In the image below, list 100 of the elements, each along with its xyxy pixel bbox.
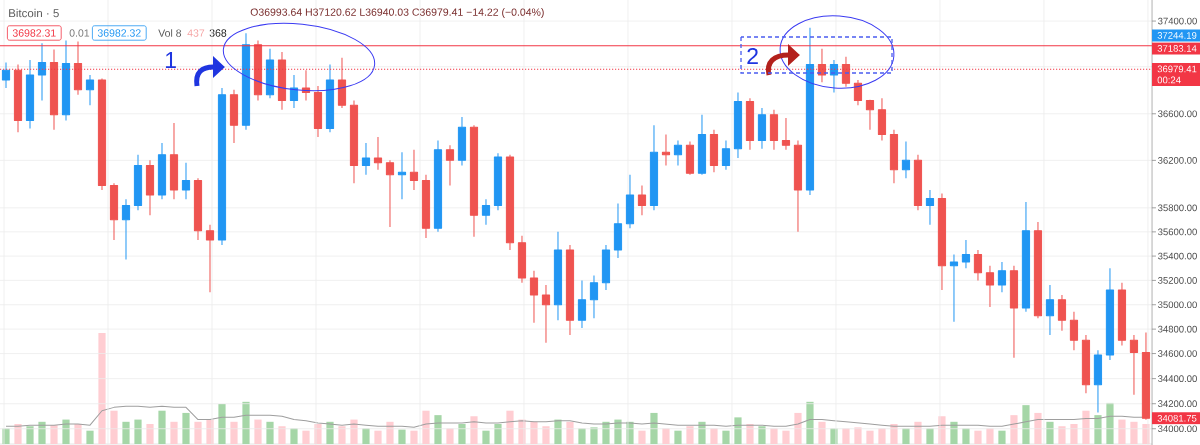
bar: [326, 421, 334, 444]
bar: [38, 421, 46, 444]
bar: [674, 430, 682, 444]
candlestick: [385, 159, 395, 228]
bar: [746, 424, 754, 444]
annotation: 36982.31: [12, 29, 56, 37]
candlestick: [61, 39, 71, 121]
bar: [902, 428, 910, 444]
bar: [470, 416, 478, 444]
candlestick: [925, 189, 935, 226]
candlestick: [1045, 284, 1055, 336]
bar: [650, 412, 658, 444]
bar: [1094, 415, 1102, 444]
bar: [50, 425, 58, 444]
bar: [842, 428, 850, 444]
bar: [422, 410, 430, 444]
bar: [1106, 402, 1114, 444]
bar: [1046, 421, 1054, 444]
bar: [722, 430, 730, 444]
bar: [710, 428, 718, 444]
bar: [530, 421, 538, 444]
candlestick: [1033, 221, 1043, 319]
bar: [974, 430, 982, 444]
candlestick: [397, 151, 407, 200]
bar: [410, 430, 418, 444]
text: O36993.64 H37120.62 L36940.03 C36979.41 −14.22 (−0.04%): [250, 8, 544, 18]
ref-line-label: 37183.14: [1157, 45, 1197, 52]
candlestick: [805, 27, 815, 196]
bar: [122, 421, 130, 444]
bar: [1010, 415, 1018, 444]
candlestick: [793, 140, 803, 233]
candlestick: [1009, 265, 1019, 359]
bar: [734, 417, 742, 444]
bar: [662, 428, 670, 444]
bar: [458, 424, 466, 444]
bar: [602, 421, 610, 444]
candlestick: [1105, 267, 1115, 361]
bar: [494, 424, 502, 444]
candlestick: [625, 174, 635, 229]
candlestick: [589, 274, 599, 319]
candlestick: [553, 231, 563, 321]
candlestick: [613, 202, 623, 259]
candlestick: [961, 239, 971, 269]
candlestick: [37, 42, 47, 102]
text: 00:24: [1157, 76, 1181, 84]
y-tick-label: 35000.00: [1158, 301, 1197, 309]
bar: [506, 410, 514, 444]
candlestick: [901, 140, 911, 179]
bar: [218, 404, 226, 444]
candlestick: [373, 136, 383, 171]
bar: [698, 421, 706, 444]
y-tick-label: 34400.00: [1158, 375, 1197, 382]
bar: [914, 421, 922, 444]
candlestick: [445, 144, 455, 187]
text: 34081.75: [1157, 414, 1197, 422]
candlestick: [481, 198, 491, 226]
bar: [782, 430, 790, 444]
candlestick: [157, 142, 167, 200]
bar: [818, 421, 826, 444]
candlestick: [1129, 334, 1139, 396]
candlestick: [1, 61, 11, 89]
candlestick: [193, 177, 203, 241]
candlestick: [13, 63, 23, 133]
bar: [794, 412, 802, 444]
bar: [542, 426, 550, 444]
candlestick: [649, 124, 659, 211]
bar: [758, 426, 766, 444]
bar: [302, 430, 310, 444]
bar: [434, 415, 442, 444]
annotation: 1: [165, 52, 176, 68]
candlestick: [505, 154, 515, 251]
candlestick: [769, 109, 779, 151]
y-tick-label: 36600.00: [1158, 110, 1197, 118]
candlestick: [637, 185, 647, 216]
candlestick: [757, 107, 767, 150]
candlestick: [73, 41, 83, 96]
candlestick: [577, 279, 587, 329]
candlestick: [997, 261, 1007, 293]
candlestick: [865, 99, 875, 131]
bar: [1070, 424, 1078, 444]
candlestick: [49, 49, 59, 131]
bar: [98, 333, 106, 444]
candlestick: [1081, 334, 1091, 394]
y-tick-label: 34600.00: [1158, 350, 1197, 357]
bar: [1058, 426, 1066, 444]
candlestick: [229, 89, 239, 144]
y-tick-label: 34200.00: [1158, 400, 1197, 408]
candlestick: [493, 152, 503, 211]
candlestick: [421, 174, 431, 239]
annotation: 0.01: [69, 29, 90, 37]
candlestick: [721, 140, 731, 171]
candlestick: [697, 114, 707, 176]
bar: [158, 410, 166, 444]
bar: [74, 424, 82, 444]
candlestick: [337, 57, 347, 109]
candlestick: [565, 244, 575, 336]
candlestick: [109, 182, 119, 241]
candlestick: [685, 140, 695, 176]
bar: [362, 428, 370, 444]
candlestick: [313, 85, 323, 138]
